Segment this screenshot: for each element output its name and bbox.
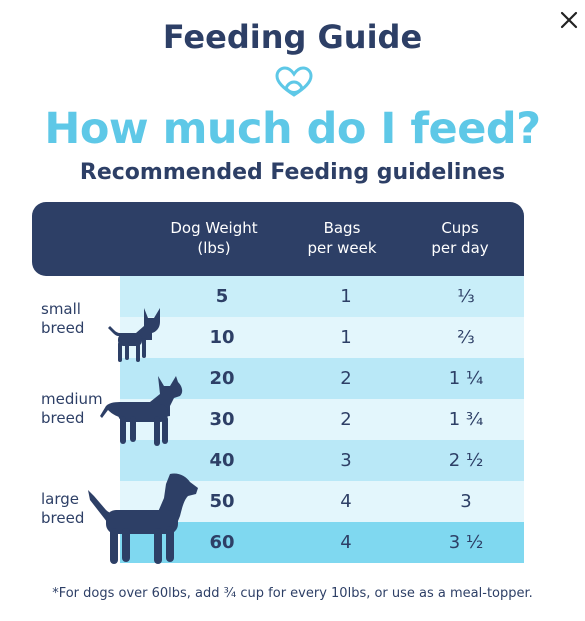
table-header: Dog Weight (lbs) Bags per week Cups per … [32, 202, 524, 276]
cups-cell: ⅓ [457, 286, 475, 307]
heart-logo-icon [275, 66, 313, 97]
large-dog-icon [88, 473, 198, 564]
small-dog-icon [108, 308, 160, 362]
bags-cell: 3 [340, 450, 352, 471]
close-button[interactable] [557, 8, 581, 32]
subtitle: Recommended Feeding guidelines [79, 160, 506, 185]
table-row: 50 4 3 [120, 481, 524, 522]
weight-cell: 50 [209, 491, 235, 512]
headline: How much do I feed? [44, 104, 541, 154]
weight-cell: 30 [209, 409, 235, 430]
table-row: 20 2 1 ¼ [120, 358, 524, 399]
table-row: 60 4 3 ½ [120, 522, 524, 563]
medium-dog-icon [100, 376, 183, 446]
cups-cell: 2 ½ [448, 450, 484, 471]
page-title: Feeding Guide [162, 18, 423, 56]
breed-label-medium: medium breed [41, 390, 103, 427]
weight-cell: 10 [209, 327, 235, 348]
cups-cell: ⅔ [457, 327, 475, 348]
column-header-cups: Cups per day [431, 219, 489, 257]
cups-cell: 1 ¼ [448, 368, 484, 389]
bags-cell: 2 [340, 409, 352, 430]
table-row: 5 1 ⅓ [120, 276, 524, 317]
cups-cell: 1 ¾ [448, 409, 484, 430]
cups-cell: 3 [460, 491, 472, 512]
cups-cell: 3 ½ [448, 532, 484, 553]
table-body: 5 1 ⅓ 10 1 ⅔ 20 2 1 ¼ 30 2 1 ¾ 40 3 2 ½ … [120, 276, 524, 563]
bags-cell: 4 [340, 532, 352, 553]
weight-cell: 60 [209, 532, 235, 553]
table-row: 30 2 1 ¾ [120, 399, 524, 440]
table-row: 10 1 ⅔ [120, 317, 524, 358]
weight-cell: 20 [209, 368, 235, 389]
bags-cell: 1 [340, 327, 352, 348]
breed-label-small: small breed [41, 300, 85, 337]
weight-cell: 5 [215, 286, 229, 307]
bags-cell: 2 [340, 368, 352, 389]
footnote: *For dogs over 60lbs, add ¾ cup for ever… [52, 586, 533, 601]
column-header-bags: Bags per week [307, 219, 377, 257]
bags-cell: 1 [340, 286, 352, 307]
close-icon [560, 11, 578, 29]
bags-cell: 4 [340, 491, 352, 512]
column-header-weight: Dog Weight (lbs) [170, 219, 258, 257]
table-row: 40 3 2 ½ [120, 440, 524, 481]
breed-label-large: large breed [41, 490, 85, 527]
weight-cell: 40 [209, 450, 235, 471]
